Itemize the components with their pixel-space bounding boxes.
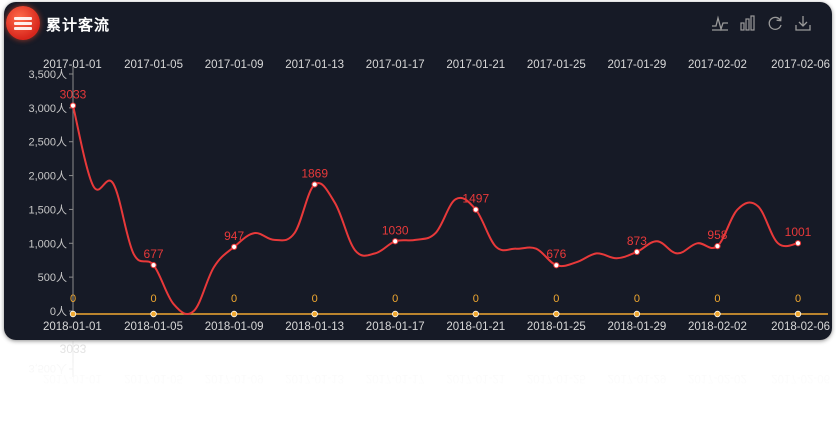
series-1-data-label: 1030 <box>382 223 409 237</box>
x-bottom-tick-label: 2018-01-01 <box>43 321 102 333</box>
series-2-point <box>633 310 641 318</box>
y-tick-label: 3,500人 <box>28 68 67 81</box>
x-top-tick-label: 2017-01-09 <box>205 59 264 71</box>
x-top-tick-label: 2017-01-01 <box>43 372 102 384</box>
bar-chart-icon[interactable] <box>739 14 757 32</box>
series-2-data-label: 0 <box>312 293 318 305</box>
series-2-point <box>794 310 802 318</box>
x-top-tick-label: 2017-02-02 <box>688 59 747 71</box>
x-top-tick-label: 2017-01-21 <box>446 59 505 71</box>
x-bottom-tick-label: 2018-01-21 <box>446 321 505 333</box>
x-bottom-tick-label: 2018-01-09 <box>205 321 264 333</box>
series-1-point <box>392 238 399 245</box>
y-tick-label: 500人 <box>38 271 67 284</box>
line-chart-reflection: 0人500人1,000人1,500人2,000人2,500人3,000人3,50… <box>28 341 830 384</box>
series-2-point <box>714 310 721 318</box>
y-tick-label: 3,500人 <box>28 362 67 375</box>
x-bottom-tick-label: 2018-02-06 <box>771 321 830 333</box>
y-tick-label: 2,500人 <box>28 136 67 149</box>
x-top-tick-label: 2017-01-05 <box>124 372 183 384</box>
header-logo-icon <box>6 6 40 40</box>
series-2-point <box>553 310 560 318</box>
series-2-data-label: 0 <box>392 293 398 305</box>
series-2-data-label: 0 <box>70 293 76 305</box>
series-2-data-label: 0 <box>231 293 237 305</box>
series-2-point <box>69 310 77 318</box>
series-2-point <box>311 310 318 318</box>
series-1-point <box>311 181 318 188</box>
x-top-tick-label: 2017-01-13 <box>285 372 344 384</box>
download-icon[interactable] <box>794 14 812 32</box>
series-1-point <box>69 102 77 109</box>
x-top-tick-label: 2017-01-09 <box>205 372 264 384</box>
line-chart: 0人 500人 1,000人 1,500人 2,000人 2,500人 3,000人 3,50… <box>28 59 830 333</box>
series-2-data-label: 0 <box>553 293 559 305</box>
series-2-data-label: 0 <box>473 293 479 305</box>
x-bottom-tick-label: 2018-01-25 <box>527 321 586 333</box>
x-top-tick-label: 2017-02-02 <box>688 372 747 384</box>
series-1-point <box>714 243 721 250</box>
x-bottom-tick-label: 2018-01-13 <box>285 321 344 333</box>
x-top-tick-label: 2017-01-05 <box>124 59 183 71</box>
series-2-point <box>472 310 479 318</box>
card-reflection: 0人500人1,000人1,500人2,000人2,500人3,000人3,50… <box>4 341 832 437</box>
reflection-fade <box>4 341 832 437</box>
chart-plot: 0人500人1,000人1,500人2,000人2,500人3,000人3,50… <box>28 341 830 384</box>
series-1-point <box>794 240 802 247</box>
x-top-tick-label: 2017-01-25 <box>527 59 586 71</box>
series-2-data-label: 0 <box>634 293 640 305</box>
x-top-tick-label: 2017-01-25 <box>527 372 586 384</box>
series-2-point <box>392 310 399 318</box>
series-1-data-label: 677 <box>144 247 164 261</box>
series-2-point <box>150 310 157 318</box>
x-top-tick-label: 2017-01-01 <box>43 59 102 71</box>
y-tick-label: 1,500人 <box>28 203 67 216</box>
series-1-point <box>231 243 238 250</box>
series-1-data-label: 1869 <box>301 166 328 180</box>
series-2-data-label: 0 <box>150 293 156 305</box>
series-1-data-label: 1497 <box>462 192 489 206</box>
line-chart-icon[interactable] <box>711 14 729 32</box>
series-1-point <box>150 262 157 269</box>
series-2-data-label: 0 <box>795 293 801 305</box>
x-top-tick-label: 2017-02-06 <box>771 372 830 384</box>
x-bottom-tick-label: 2018-02-02 <box>688 321 747 333</box>
series-1-point <box>553 262 560 269</box>
chart-title: 累计客流 <box>46 17 111 34</box>
x-top-tick-label: 2017-01-29 <box>607 59 666 71</box>
chart-plot: 0人 500人 1,000人 1,500人 2,000人 2,500人 3,000人 3,50… <box>28 59 830 333</box>
x-bottom-tick-label: 2018-01-05 <box>124 321 183 333</box>
y-tick-label: 3,000人 <box>28 102 67 115</box>
y-tick-label: 1,000人 <box>28 237 67 250</box>
series-1-data-label: 1001 <box>785 225 812 239</box>
x-top-tick-label: 2017-01-29 <box>607 372 666 384</box>
series-1-point <box>472 206 479 213</box>
x-top-tick-label: 2017-01-13 <box>285 59 344 71</box>
series-1-line <box>72 105 799 315</box>
series-1-data-label: 3033 <box>60 341 87 355</box>
x-top-tick-label: 2017-01-17 <box>366 372 425 384</box>
series-1-point <box>633 248 640 255</box>
x-bottom-tick-label: 2018-01-29 <box>607 321 666 333</box>
x-top-tick-label: 2017-01-17 <box>366 59 425 71</box>
series-2-point <box>230 310 238 318</box>
x-bottom-tick-label: 2018-01-17 <box>366 321 425 333</box>
y-tick-label: 2,000人 <box>28 170 67 183</box>
series-2-data-label: 0 <box>714 293 720 305</box>
series-1-data-label: 676 <box>546 247 566 261</box>
series-1-data-label: 958 <box>707 228 727 242</box>
chart-card: 累计客流 0人 500人 1,000人 1,500人 2,000人 2,500人 3,000… <box>4 2 832 340</box>
refresh-icon[interactable] <box>766 14 784 32</box>
series-1-data-label: 873 <box>627 234 647 248</box>
series-1-data-label: 947 <box>224 229 244 243</box>
x-top-tick-label: 2017-02-06 <box>771 59 830 71</box>
y-tick-label: 0人 <box>50 305 67 318</box>
series-1-data-label: 3033 <box>60 88 87 102</box>
x-top-tick-label: 2017-01-21 <box>446 372 505 384</box>
